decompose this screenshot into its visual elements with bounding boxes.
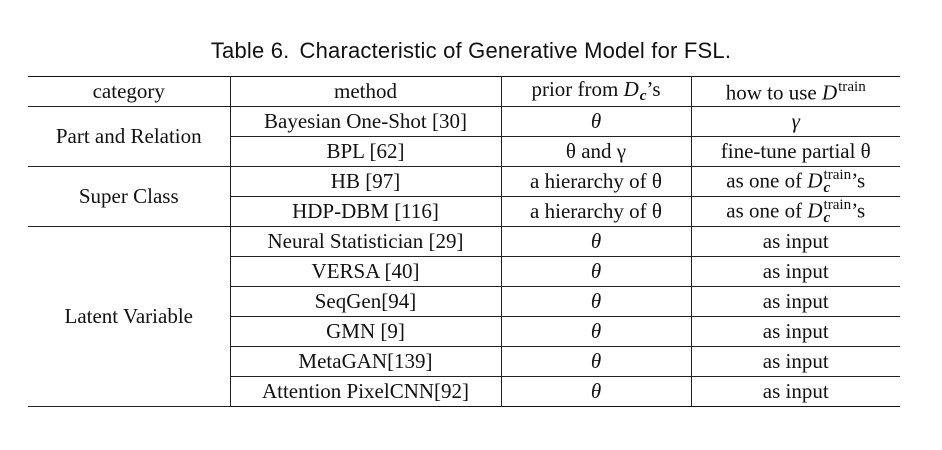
use-script: train c <box>823 196 852 226</box>
table-header-row: category method prior from Dc’s how to u… <box>28 76 900 107</box>
use-sub: c <box>823 179 831 196</box>
method-cell: SeqGen[94] <box>230 286 502 317</box>
category-cell: Part and Relation <box>28 106 231 167</box>
header-method: method <box>229 76 502 107</box>
method-cell: Attention PixelCNN[92] <box>230 376 502 407</box>
use-sup: train <box>823 196 852 213</box>
table-row: Part and Relation Bayesian One-Shot [30]… <box>28 106 900 167</box>
use-suffix: ’s <box>851 167 866 192</box>
method-cell: BPL [62] <box>230 136 502 167</box>
header-use-sup: train <box>838 78 866 95</box>
use-sub: c <box>823 209 831 226</box>
use-symbol: D <box>807 197 823 222</box>
prior-cell: θ <box>500 106 692 137</box>
use-script: train c <box>823 166 852 196</box>
table-caption-label: Table 6. <box>210 38 290 63</box>
table-row: Attention PixelCNN[92] θ as input <box>28 376 900 407</box>
method-cell: VERSA [40] <box>230 256 502 287</box>
use-prefix: as one of <box>726 167 808 192</box>
use-sup: train <box>823 166 852 183</box>
use-cell: as input <box>690 376 900 407</box>
use-cell: as input <box>690 316 900 347</box>
header-use-symbol: D <box>821 80 838 105</box>
use-cell: fine-tune partial θ <box>690 136 900 167</box>
method-cell: MetaGAN[139] <box>230 346 502 377</box>
header-prior-prefix: prior from <box>531 77 624 102</box>
header-use: how to use Dtrain <box>690 76 900 107</box>
method-cell: HB [97] <box>229 166 502 197</box>
header-prior: prior from Dc’s <box>500 76 692 107</box>
table-row: VERSA [40] θ as input <box>28 256 900 287</box>
table-caption: Table 6. Characteristic of Generative Mod… <box>0 38 942 64</box>
table-row: HDP-DBM [116] a hierarchy of θ as one of… <box>28 196 900 227</box>
generative-model-table: category method prior from Dc’s how to u… <box>28 76 900 407</box>
prior-cell: θ <box>500 256 692 287</box>
use-suffix: ’s <box>851 197 866 222</box>
use-symbol: D <box>807 167 823 192</box>
prior-cell: θ <box>500 226 692 257</box>
table-caption-title: Characteristic of Generative Model for F… <box>299 38 732 63</box>
method-cell: GMN [9] <box>230 316 502 347</box>
prior-cell: θ <box>500 286 692 317</box>
prior-cell: a hierarchy of θ <box>500 166 692 197</box>
method-cell: Bayesian One-Shot [30] <box>229 106 502 137</box>
prior-cell: θ <box>500 346 692 377</box>
header-prior-sub: c <box>639 87 647 104</box>
method-cell: Neural Statistician [29] <box>229 226 502 257</box>
prior-cell: θ <box>500 376 692 407</box>
prior-cell: a hierarchy of θ <box>500 196 692 227</box>
header-category: category <box>28 76 231 107</box>
header-prior-symbol: D <box>623 77 639 102</box>
use-cell: as input <box>690 256 900 287</box>
use-cell: as input <box>690 286 900 317</box>
prior-cell: θ and γ <box>500 136 692 167</box>
use-prefix: as one of <box>726 197 808 222</box>
category-cell: Latent Variable <box>28 226 231 407</box>
use-cell: as input <box>690 226 900 257</box>
table-row: MetaGAN[139] θ as input <box>28 346 900 377</box>
header-prior-suffix: ’s <box>646 77 661 102</box>
table-row: BPL [62] θ and γ fine-tune partial θ <box>28 136 900 167</box>
use-cell: as input <box>690 346 900 377</box>
table-row: SeqGen[94] θ as input <box>28 286 900 317</box>
prior-cell: θ <box>500 316 692 347</box>
method-cell: HDP-DBM [116] <box>230 196 502 227</box>
category-cell: Super Class <box>28 166 231 227</box>
header-use-prefix: how to use <box>725 80 822 105</box>
use-cell: γ <box>690 106 900 137</box>
table-row: Latent Variable Neural Statistician [29]… <box>28 226 900 407</box>
table-row: Super Class HB [97] a hierarchy of θ as … <box>28 166 900 227</box>
